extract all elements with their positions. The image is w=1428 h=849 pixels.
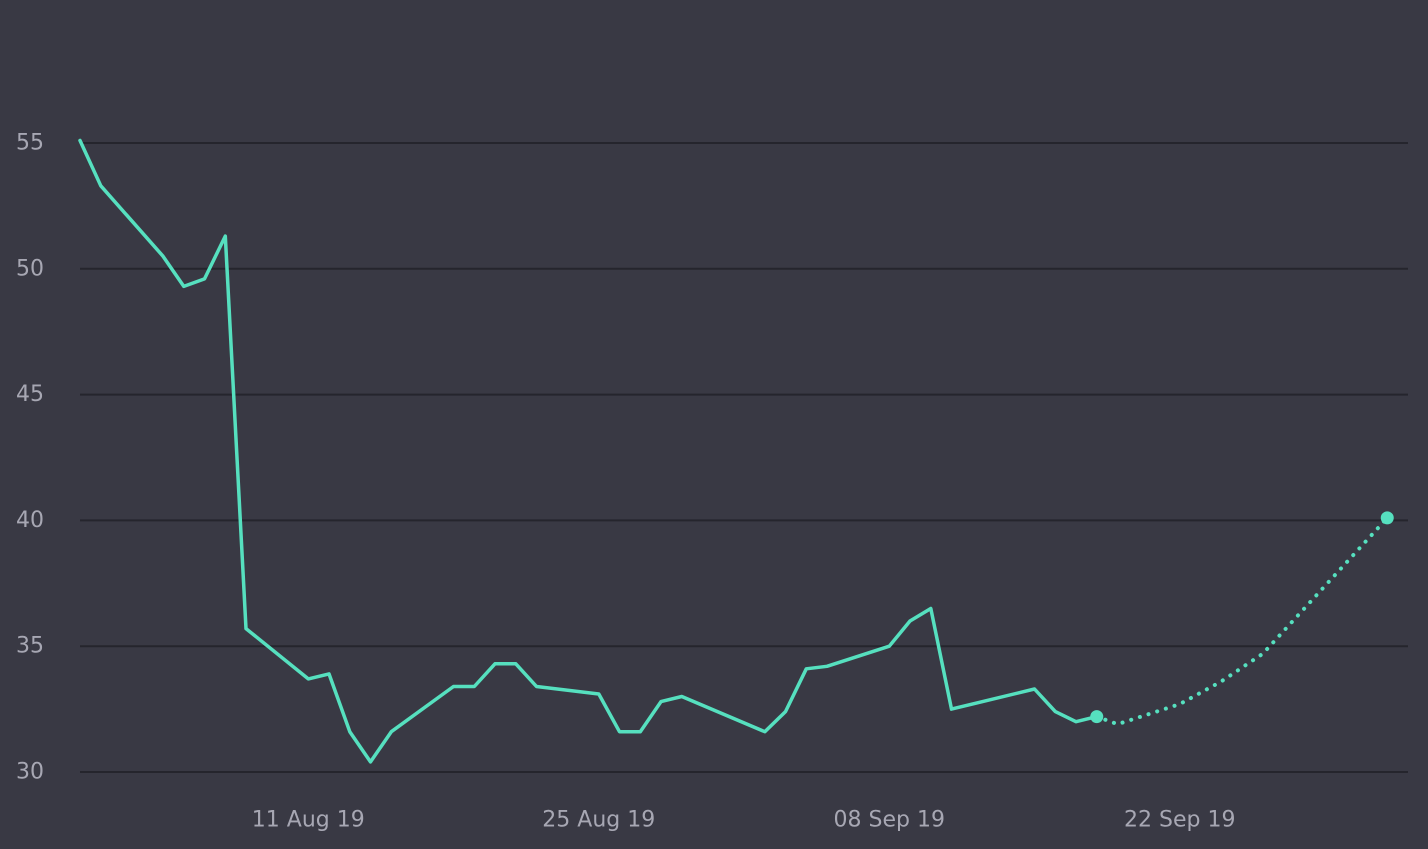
y-tick-label-55: 55 (16, 131, 44, 156)
x-tick-label-2019-09-22: 22 Sep 19 (1124, 808, 1235, 833)
y-tick-label-50: 50 (16, 256, 44, 281)
x-tick-label-2019-09-08: 08 Sep 19 (834, 808, 945, 833)
x-tick-label-2019-08-25: 25 Aug 19 (542, 808, 655, 833)
y-axis: 30 35 40 45 50 55 (16, 131, 44, 785)
forecast-series-line (1094, 515, 1390, 727)
y-tick-label-40: 40 (16, 508, 44, 533)
x-axis: 11 Aug 19 25 Aug 19 08 Sep 19 22 Sep 19 (252, 808, 1236, 833)
y-tick-label-30: 30 (16, 760, 44, 785)
grid-lines (80, 142, 1408, 773)
actual-series-line (78, 138, 1099, 764)
x-tick-label-2019-08-11: 11 Aug 19 (252, 808, 365, 833)
y-tick-label-45: 45 (16, 382, 44, 407)
data-point-marker-2019-09-18 (1090, 710, 1104, 724)
data-point-marker-2019-10-02 (1380, 511, 1394, 525)
marker-layer (1090, 511, 1394, 724)
y-tick-label-35: 35 (16, 634, 44, 659)
series-layer (78, 138, 1390, 764)
